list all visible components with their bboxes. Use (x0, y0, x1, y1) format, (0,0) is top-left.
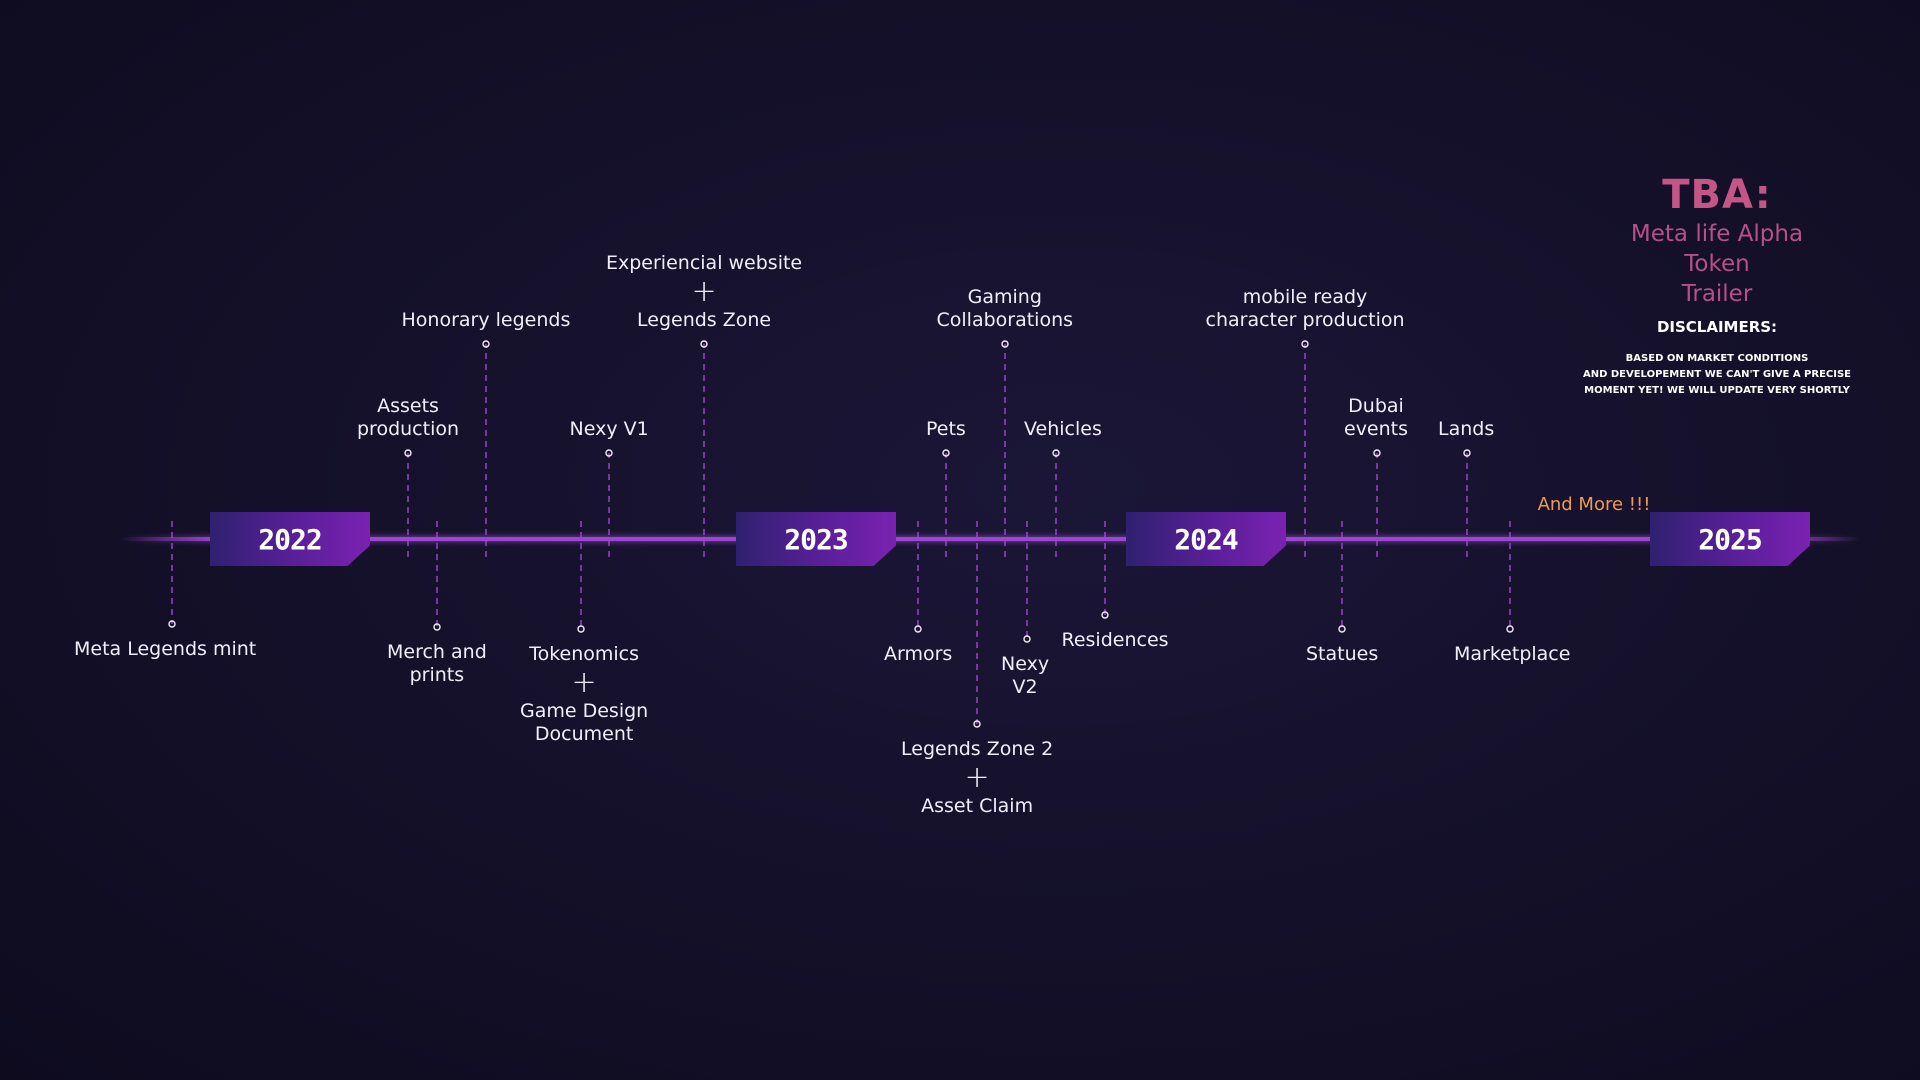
milestone-dot (433, 623, 441, 631)
milestone-dot (1301, 340, 1309, 348)
milestone-text: Game Design (520, 700, 649, 722)
milestone-text: Honorary legends (401, 309, 571, 331)
milestone-text: Merch and (387, 641, 487, 663)
milestone-label: Pets (926, 418, 966, 441)
milestone-text: Armors (884, 643, 953, 665)
milestone-dot (1101, 611, 1109, 619)
milestone-dot (1052, 449, 1060, 457)
milestone-text: Asset Claim (921, 795, 1034, 817)
milestone-dot (605, 449, 613, 457)
milestone-text: Lands (1438, 418, 1495, 440)
milestone-dot (700, 340, 708, 348)
milestone-label: Statues (1306, 643, 1378, 666)
disclaimer-line: and developement we can't give a precise (1582, 369, 1852, 380)
milestone-text: prints (409, 664, 465, 686)
milestone-label: Tokenomics + Game Design Document (520, 643, 648, 746)
milestone-dot (168, 620, 176, 628)
and-more-label: And More !!! (1537, 494, 1651, 515)
milestone-text: production (357, 418, 460, 440)
milestone-dot (1001, 340, 1009, 348)
plus-icon: + (571, 665, 597, 700)
milestone-label: Marketplace (1454, 643, 1570, 666)
milestone-label: Dubai events (1344, 395, 1408, 441)
year-marker-2023: 2023 (736, 512, 896, 566)
milestone-text: events (1344, 418, 1409, 440)
milestone-text: Pets (926, 418, 966, 440)
milestone-text: Dubai (1348, 395, 1404, 417)
year-marker-2025: 2025 (1650, 512, 1810, 566)
milestone-label: Meta Legends mint (74, 638, 256, 661)
milestone-label: Lands (1438, 418, 1494, 441)
milestone-text: Marketplace (1454, 643, 1571, 665)
milestone-label: Residences (1062, 629, 1169, 652)
tba-item: Trailer (1681, 281, 1753, 307)
milestone-dot (1338, 625, 1346, 633)
milestone-dot (1463, 449, 1471, 457)
milestone-text: Nexy (1001, 653, 1050, 675)
timeline-axis (120, 537, 1860, 541)
milestone-dot (1506, 625, 1514, 633)
milestone-text: Meta Legends mint (74, 638, 257, 660)
milestone-dot (942, 449, 950, 457)
milestone-label: Assets production (357, 395, 459, 441)
plus-icon: + (691, 274, 717, 309)
milestone-text: Tokenomics (529, 643, 640, 665)
milestone-text: mobile ready (1242, 286, 1368, 308)
milestone-label: Legends Zone 2 + Asset Claim (901, 738, 1053, 818)
disclaimers-title: DISCLAIMERS: (1656, 318, 1778, 336)
milestone-label: Honorary legends (402, 309, 571, 332)
disclaimer-line: moment yet! We will update very shortly (1584, 385, 1850, 396)
milestone-text: Nexy V1 (569, 418, 649, 440)
milestone-text: Experiencial website (606, 252, 803, 274)
plus-icon: + (964, 760, 990, 795)
milestone-text: Gaming (967, 286, 1042, 308)
milestone-dot (1373, 449, 1381, 457)
milestone-dot (1023, 635, 1031, 643)
milestone-text: Vehicles (1024, 418, 1102, 440)
tba-item: Token (1684, 251, 1750, 277)
milestone-label: Merch and prints (387, 641, 487, 687)
year-marker-2022: 2022 (210, 512, 370, 566)
milestone-dot (482, 340, 490, 348)
milestone-dot (404, 449, 412, 457)
disclaimers-text: Based on market conditions and developem… (1567, 351, 1867, 399)
disclaimer-line: Based on market conditions (1625, 353, 1809, 364)
milestone-label: mobile ready character production (1206, 286, 1405, 332)
milestone-text: Statues (1306, 643, 1379, 665)
milestone-text: Collaborations (936, 309, 1074, 331)
milestone-text: Legends Zone 2 (901, 738, 1054, 760)
milestone-label: Vehicles (1024, 418, 1102, 441)
tba-list: Meta life Alpha Token Trailer (1567, 219, 1867, 309)
year-marker-2024: 2024 (1126, 512, 1286, 566)
milestone-label: Nexy V2 (1001, 653, 1049, 699)
milestone-label: Armors (884, 643, 952, 666)
milestone-dot (577, 625, 585, 633)
tba-title: TBA: (1662, 172, 1772, 218)
milestone-text: character production (1205, 309, 1405, 331)
tba-item: Meta life Alpha (1630, 221, 1804, 247)
milestone-label: Experiencial website + Legends Zone (606, 252, 802, 332)
milestone-text: Legends Zone (637, 309, 772, 331)
milestone-text: Residences (1061, 629, 1169, 651)
milestone-text: Document (534, 723, 634, 745)
milestone-label: Gaming Collaborations (937, 286, 1074, 332)
milestone-dot (973, 720, 981, 728)
milestone-label: Nexy V1 (570, 418, 649, 441)
milestone-dot (914, 625, 922, 633)
milestone-text: Assets (377, 395, 439, 417)
milestone-text: V2 (1012, 676, 1038, 698)
